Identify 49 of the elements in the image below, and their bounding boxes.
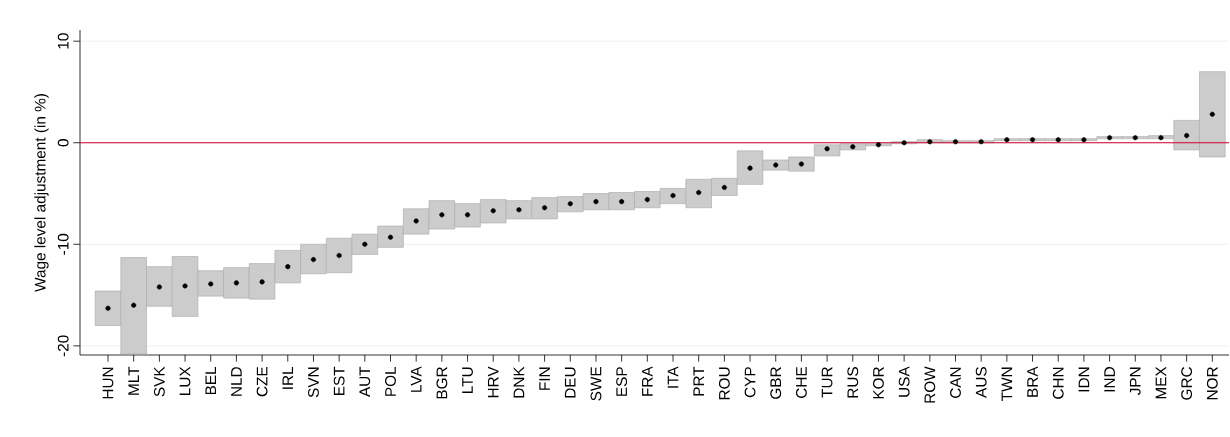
- x-tick-label: ITA: [667, 366, 679, 388]
- x-tick-label: USA: [898, 366, 910, 397]
- y-tick-label: -10: [57, 233, 69, 255]
- x-tick-label: IDN: [1078, 367, 1090, 392]
- x-tick-label: RUS: [847, 367, 859, 398]
- y-tick-label: 10: [57, 33, 69, 49]
- x-tick-label: AUT: [359, 366, 371, 398]
- x-tick-label: DNK: [513, 366, 525, 398]
- x-tick-label: PRT: [693, 366, 704, 396]
- x-tick-label: BEL: [205, 366, 216, 395]
- x-tick-label: FRA: [642, 366, 653, 396]
- x-tick-label: IRL: [282, 366, 294, 389]
- x-tick-label: AUS: [975, 367, 987, 398]
- x-tick-label: ROW: [924, 366, 936, 403]
- x-tick-label: SWE: [590, 367, 602, 401]
- y-tick-label: 0: [57, 139, 69, 147]
- x-tick-label: SVN: [308, 367, 319, 398]
- x-tick-label: TUR: [821, 367, 833, 398]
- x-tick-label: ESP: [616, 367, 628, 396]
- x-tick-label: BGR: [436, 367, 448, 399]
- x-tick-label: FIN: [539, 367, 550, 390]
- x-tick-label: NOR: [1206, 367, 1218, 400]
- x-tick-label: TWN: [1001, 367, 1013, 401]
- x-tick-label: GRC: [1181, 366, 1193, 400]
- x-tick-label: SVK: [153, 366, 165, 397]
- x-tick-label: LUX: [179, 366, 191, 395]
- y-tick-label: -20: [57, 335, 69, 357]
- x-tick-label: CZE: [256, 367, 268, 397]
- x-tick-label: CHN: [1052, 367, 1064, 399]
- x-tick-label: ROU: [718, 367, 730, 400]
- x-tick-label: JPN: [1129, 367, 1141, 396]
- x-tick-label: POL: [385, 366, 396, 396]
- x-tick-label: CAN: [950, 367, 961, 398]
- y-axis-title: Wage level adjustment (in %): [34, 94, 49, 292]
- x-tick-label: DEU: [564, 367, 576, 398]
- x-tick-label: LVA: [410, 366, 422, 392]
- x-tick-label: CYP: [744, 367, 756, 398]
- x-tick-label: EST: [333, 366, 345, 395]
- x-tick-label: KOR: [873, 367, 884, 399]
- x-tick-label: HRV: [487, 366, 499, 398]
- x-tick-label: MEX: [1155, 366, 1167, 399]
- x-tick-label: BRA: [1027, 366, 1038, 397]
- x-tick-label: GBR: [770, 367, 782, 399]
- x-tick-label: MLT: [128, 366, 139, 395]
- x-tick-label: LTU: [462, 367, 473, 393]
- x-tick-label: HUN: [102, 367, 114, 399]
- x-tick-label: NLD: [231, 367, 242, 396]
- x-tick-label: CHE: [795, 367, 807, 398]
- x-tick-label: IND: [1104, 367, 1115, 392]
